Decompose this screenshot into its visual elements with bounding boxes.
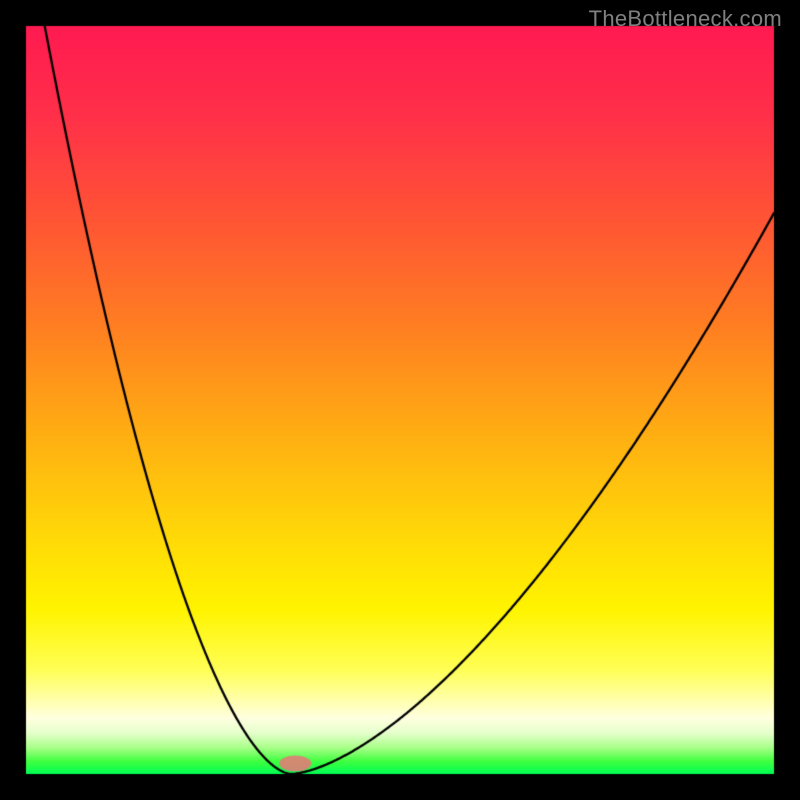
- chart-root: TheBottleneck.com: [0, 0, 800, 800]
- bottleneck-vcurve-chart: [0, 0, 800, 800]
